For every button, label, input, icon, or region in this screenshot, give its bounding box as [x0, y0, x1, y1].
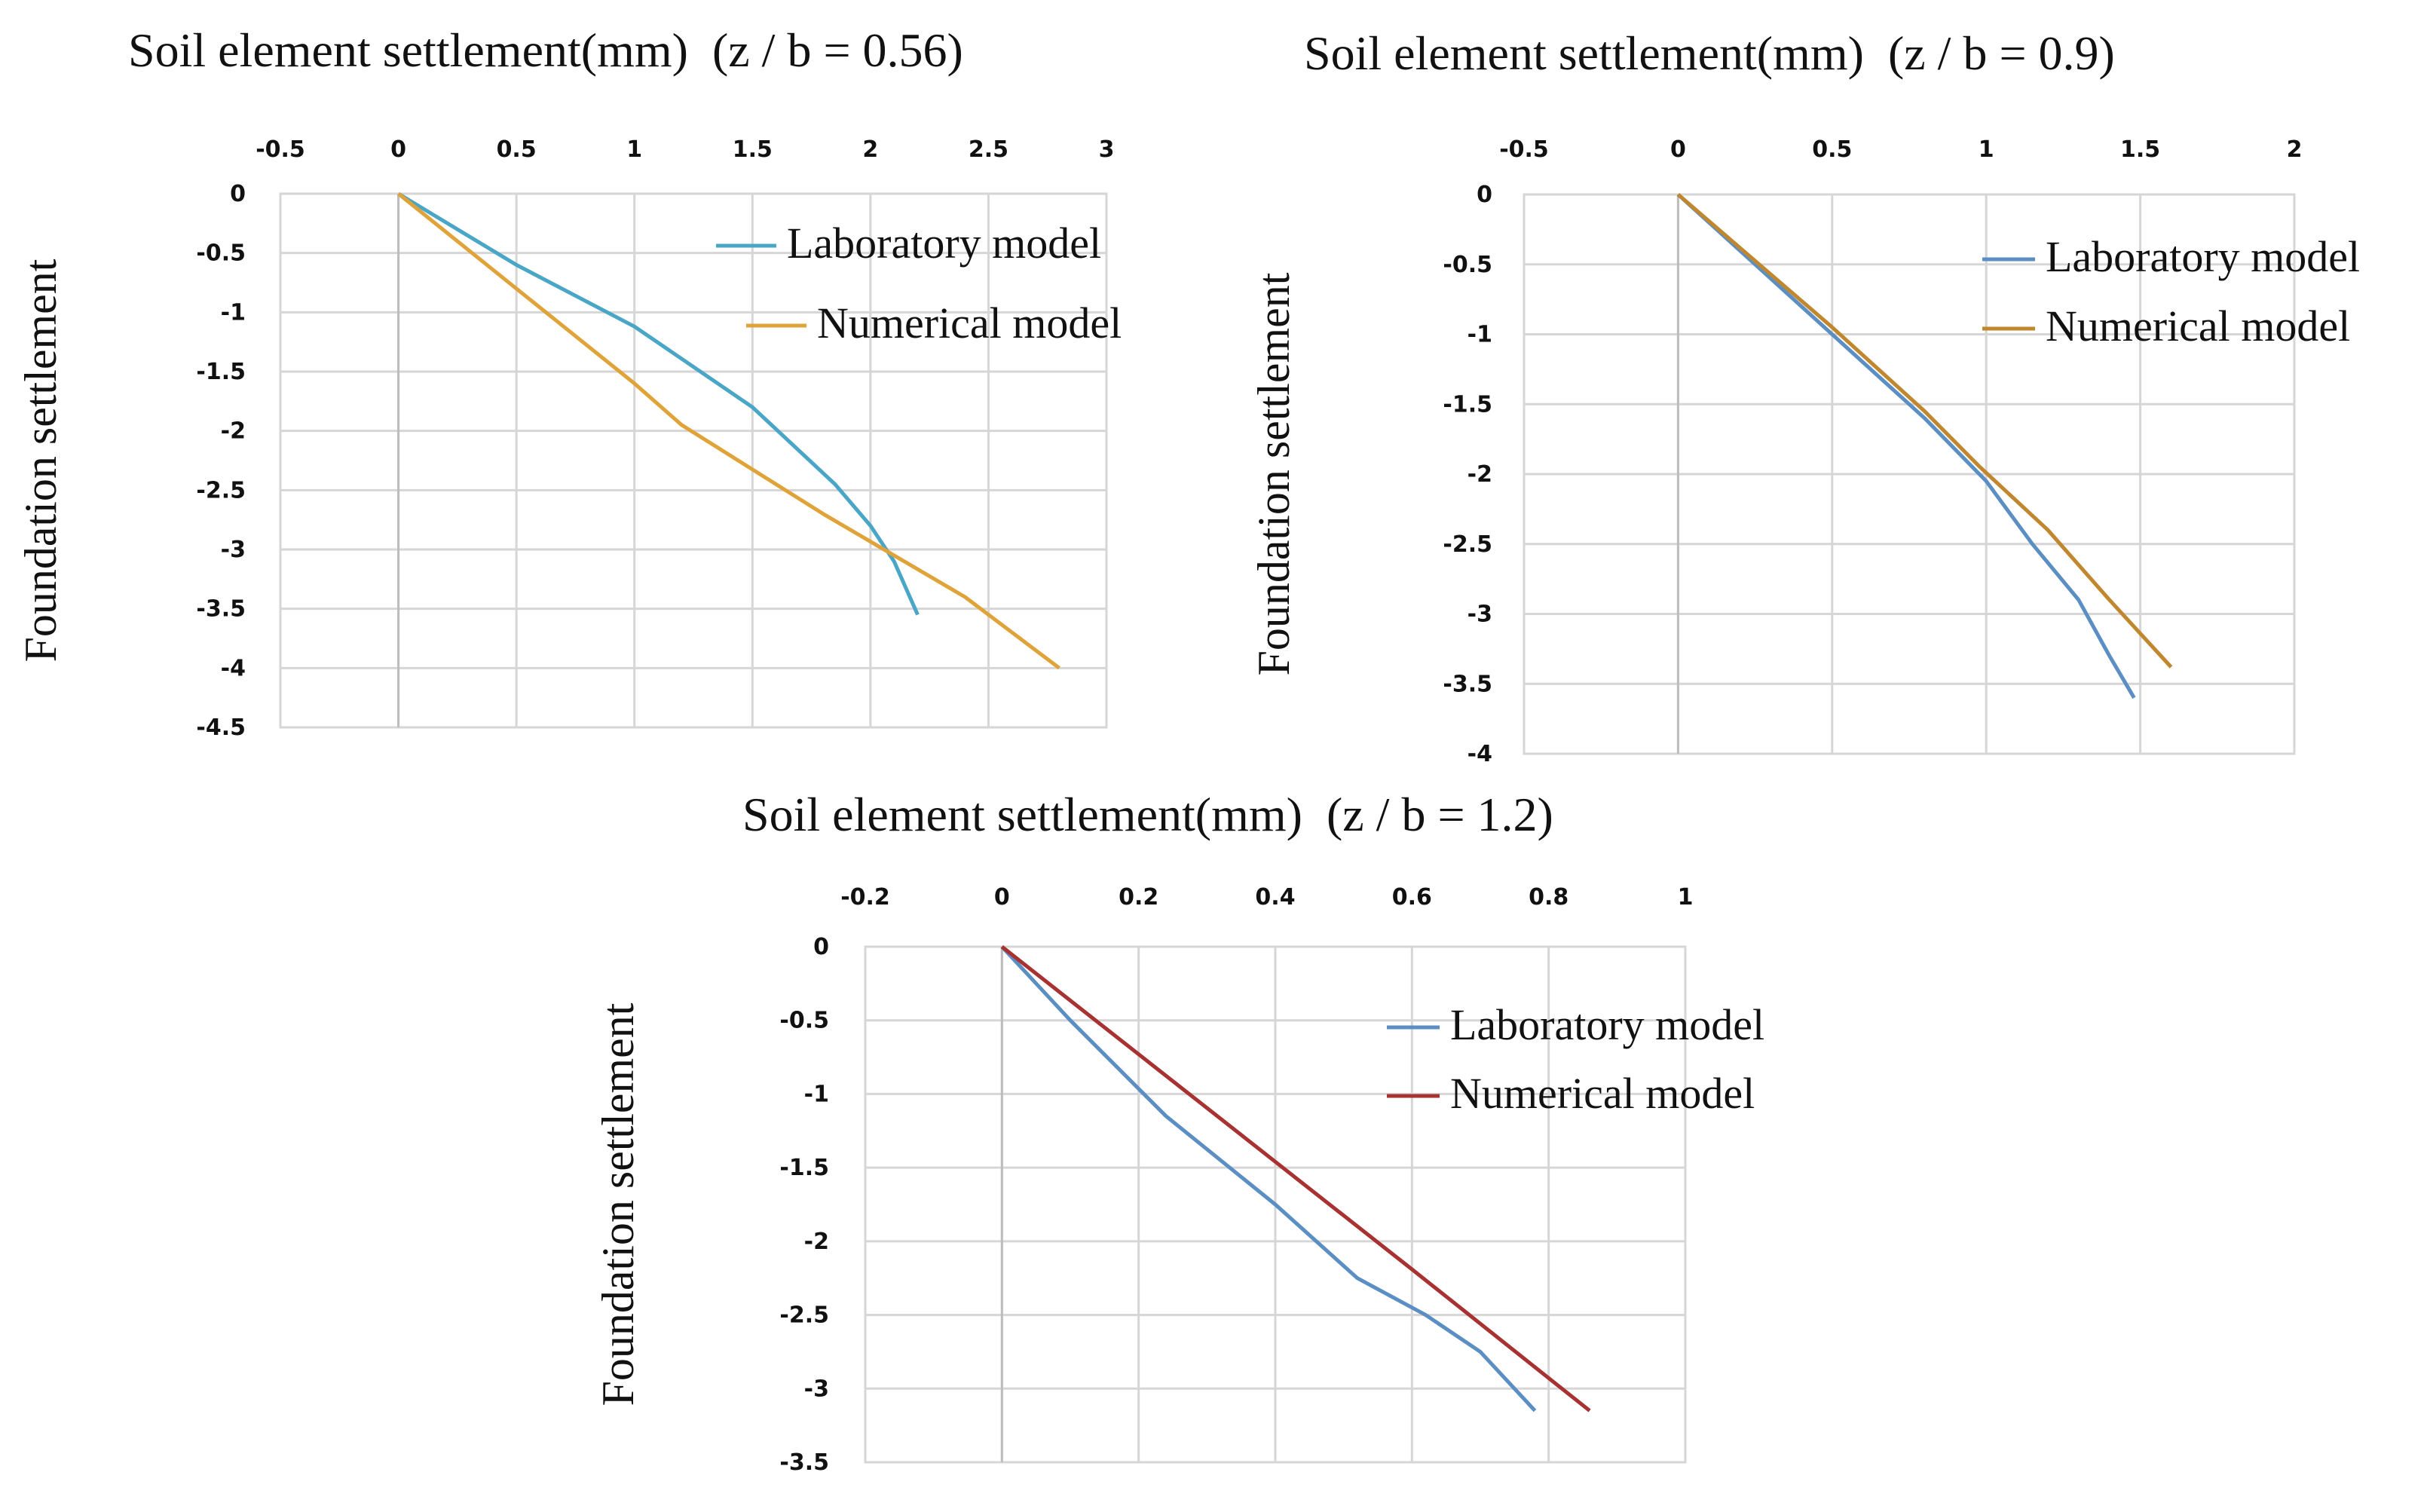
- x-tick-label: 2: [2287, 136, 2303, 163]
- y-tick-label: -4: [221, 655, 246, 681]
- x-tick-label: 0: [390, 136, 406, 163]
- legend-entry: Numerical model: [1450, 1069, 1755, 1118]
- x-tick-label: 0: [994, 884, 1010, 911]
- plot-area: [279, 192, 1108, 729]
- x-tick-label: 1: [1678, 884, 1694, 911]
- chart-z-b-1-2: -0.2 0 0.2 0.4 0.6 0.8 1 0 -0.5 -1 -1.5 -2 -2.5 -3 -3.…: [593, 788, 1764, 1476]
- y-axis-label: Foundation settlement: [1249, 272, 1299, 675]
- y-tick-label: -0.5: [1443, 252, 1492, 278]
- x-tick-label: 1.5: [733, 136, 773, 163]
- series-line-laboratory-model: [1676, 193, 2136, 699]
- y-tick-label: -3.5: [1443, 671, 1492, 697]
- chart-z-b-0-56: -0.5 0 0.5 1 1.5 2 2.5 3 0 -0.5 -1 -1.5 -2 -2.5 -3 -3.5…: [16, 23, 1122, 741]
- y-tick-label: -1: [1467, 322, 1492, 348]
- y-tick-label: -1: [221, 299, 246, 326]
- y-tick-label: 0: [813, 934, 829, 960]
- y-tick-label: -3.5: [779, 1449, 829, 1476]
- x-tick-label: 3: [1099, 136, 1115, 163]
- y-tick-label: -0.5: [196, 240, 246, 267]
- x-tick-label: -0.5: [256, 136, 305, 163]
- chart-z-b-0-9: -0.5 0 0.5 1 1.5 2 0 -0.5 -1 -1.5 -2 -2.5 -3 -3.5 -4 So…: [1249, 26, 2360, 767]
- y-tick-label: -1: [804, 1081, 829, 1107]
- x-tick-label: -0.2: [840, 884, 890, 911]
- x-tick-label: 2: [862, 136, 878, 163]
- x-tick-label: -0.5: [1499, 136, 1549, 163]
- y-tick-label: -2: [221, 418, 246, 445]
- y-tick-label: -3: [221, 537, 246, 563]
- y-tick-label: -2.5: [779, 1302, 829, 1329]
- legend-entry: Laboratory model: [1450, 1000, 1764, 1049]
- x-tick-label: 2.5: [969, 136, 1008, 163]
- y-tick-label: -2: [1467, 461, 1492, 488]
- y-tick-label: -4.5: [196, 715, 246, 741]
- x-tick-label: 0.4: [1255, 884, 1295, 911]
- x-tick-label: 0: [1670, 136, 1686, 163]
- x-tick-label: 0.2: [1119, 884, 1158, 911]
- legend-entry: Numerical model: [2046, 301, 2350, 350]
- x-tick-label: 0.5: [497, 136, 537, 163]
- x-tick-label: 0.8: [1529, 884, 1568, 911]
- x-tick-label: 1: [626, 136, 642, 163]
- chart-title: Soil element settlement(mm) (z / b = 0.5…: [128, 23, 963, 77]
- y-tick-label: -2: [804, 1229, 829, 1255]
- y-axis-label: Foundation settlement: [593, 1002, 643, 1406]
- y-tick-label: -4: [1467, 741, 1492, 767]
- series-line-numerical-model: [397, 192, 1060, 670]
- y-tick-label: -3: [804, 1376, 829, 1402]
- y-tick-label: -2.5: [196, 477, 246, 503]
- legend-entry: Laboratory model: [2046, 232, 2360, 281]
- x-tick-label: 0.6: [1392, 884, 1432, 911]
- legend-entry: Laboratory model: [787, 219, 1101, 268]
- series-line-numerical-model: [1676, 193, 2173, 669]
- series-line-numerical-model: [1000, 945, 1591, 1413]
- y-tick-label: -0.5: [779, 1008, 829, 1034]
- series-line-laboratory-model: [397, 191, 920, 616]
- y-axis-label: Foundation settlement: [16, 259, 66, 662]
- chart-title: Soil element settlement(mm) (z / b = 1.2…: [742, 788, 1553, 841]
- series-line-laboratory-model: [1000, 945, 1537, 1413]
- x-tick-label: 0.5: [1812, 136, 1852, 163]
- legend-entry: Numerical model: [817, 298, 1122, 347]
- y-tick-label: 0: [1477, 182, 1492, 208]
- y-tick-label: -1.5: [1443, 391, 1492, 418]
- y-tick-label: -1.5: [196, 359, 246, 385]
- y-tick-label: 0: [230, 181, 246, 207]
- y-tick-label: -2.5: [1443, 531, 1492, 558]
- y-tick-label: -3: [1467, 601, 1492, 628]
- y-tick-label: -1.5: [779, 1155, 829, 1181]
- y-tick-label: -3.5: [196, 596, 246, 623]
- x-tick-label: 1: [1979, 136, 1994, 163]
- x-tick-label: 1.5: [2120, 136, 2160, 163]
- chart-title: Soil element settlement(mm) (z / b = 0.9…: [1304, 26, 2115, 80]
